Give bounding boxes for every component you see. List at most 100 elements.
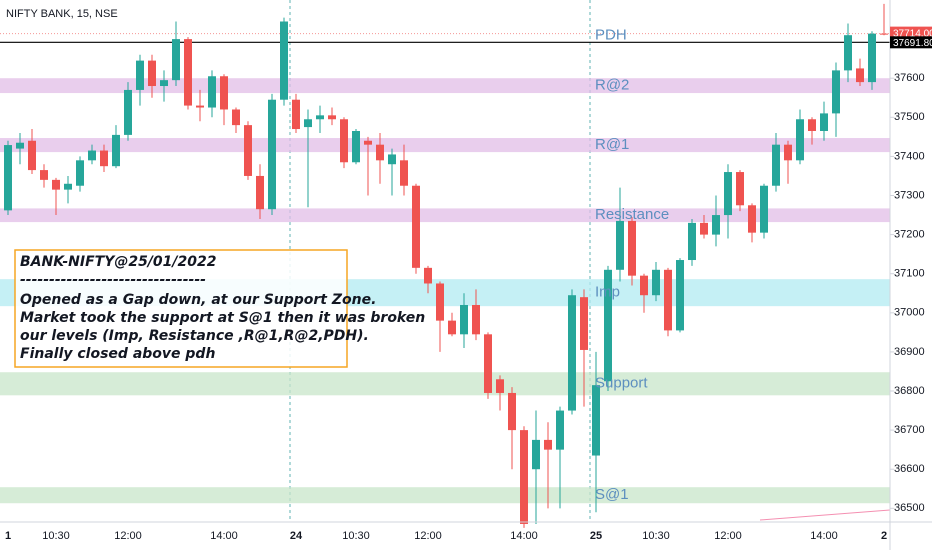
annotation-line: Opened as a Gap down, at our Support Zon…: [20, 292, 376, 308]
candle-body: [148, 60, 156, 87]
candle-body: [724, 172, 732, 216]
candle-body: [412, 185, 420, 268]
y-tick-label: 36700: [894, 424, 925, 436]
annotation-line: our levels (Imp, Resistance ,R@1,R@2,PDH…: [20, 328, 369, 344]
candle-body: [364, 140, 372, 145]
y-tick-label: 37300: [894, 189, 925, 201]
candle-body: [736, 172, 744, 206]
y-tick-label: 36600: [894, 463, 925, 475]
candle-body: [856, 68, 864, 83]
pdh-tag-label: 37691.80: [893, 38, 932, 49]
x-tick-label: 12:00: [414, 530, 442, 542]
candle-body: [496, 379, 504, 393]
candle-body: [52, 179, 60, 190]
zone: [0, 487, 890, 504]
candle-body: [220, 76, 228, 110]
candle-body: [592, 385, 600, 456]
price-axis: [890, 0, 932, 550]
candle-body: [544, 439, 552, 450]
candle-body: [40, 170, 48, 180]
y-tick-label: 37000: [894, 307, 925, 319]
candle-body: [196, 105, 204, 108]
candle-body: [448, 320, 456, 335]
candle-body: [172, 39, 180, 81]
x-tick-label: 2: [881, 530, 887, 542]
x-tick-label: 12:00: [714, 530, 742, 542]
candle-body: [472, 304, 480, 335]
candle-body: [4, 145, 12, 211]
candle-body: [112, 134, 120, 167]
candle-body: [388, 154, 396, 165]
x-tick-label: 12:00: [114, 530, 142, 542]
candle-body: [76, 160, 84, 186]
x-tick-label: 25: [590, 530, 602, 542]
candle-body: [400, 160, 408, 186]
candle-body: [604, 269, 612, 382]
candle-body: [568, 295, 576, 411]
candle-body: [784, 144, 792, 161]
y-tick-label: 36900: [894, 346, 925, 358]
candle-body: [760, 185, 768, 233]
candle-body: [460, 304, 468, 335]
candle-body: [772, 144, 780, 186]
candle-body: [232, 109, 240, 126]
candle-body: [424, 267, 432, 284]
candle-body: [184, 39, 192, 106]
candle-body: [280, 21, 288, 100]
x-tick-label: 14:00: [810, 530, 838, 542]
candle-body: [688, 222, 696, 261]
candle-body: [712, 215, 720, 235]
candle-body: [208, 76, 216, 108]
candle-body: [304, 119, 312, 128]
y-tick-label: 37200: [894, 229, 925, 241]
candle-body: [256, 175, 264, 210]
zone-label: S@1: [595, 486, 629, 503]
candle-body: [484, 334, 492, 393]
candle-body: [556, 410, 564, 450]
candle-body: [580, 297, 588, 350]
candle-body: [352, 130, 360, 163]
zone: [0, 372, 890, 396]
zone-label: R@2: [595, 77, 629, 94]
candle-body: [16, 142, 24, 149]
candle-body: [676, 260, 684, 331]
candle-body: [664, 269, 672, 331]
candle-body: [100, 150, 108, 167]
candle-body: [88, 150, 96, 161]
zone: [0, 138, 890, 153]
candle-body: [616, 220, 624, 270]
y-tick-label: 37600: [894, 72, 925, 84]
candle-body: [652, 269, 660, 296]
pdh-tag: [890, 36, 932, 49]
candle-body: [292, 99, 300, 130]
candle-body: [520, 430, 528, 524]
y-tick-label: 37400: [894, 150, 925, 162]
pdh-label: PDH: [595, 26, 627, 43]
annotation-line: --------------------------------: [20, 272, 206, 288]
candle-body: [880, 33, 888, 35]
y-tick-label: 36800: [894, 385, 925, 397]
candle-body: [160, 80, 168, 87]
candle-body: [28, 140, 36, 171]
candle-body: [328, 115, 336, 120]
x-tick-label: 14:00: [210, 530, 238, 542]
candle-body: [700, 222, 708, 235]
candle-body: [532, 439, 540, 470]
zone: [0, 208, 890, 223]
x-tick-label: 10:30: [342, 530, 370, 542]
x-tick-label: 24: [290, 530, 303, 542]
zone: [0, 78, 890, 94]
annotation-line: Market took the support at S@1 then it w…: [20, 310, 425, 326]
candle-body: [628, 220, 636, 276]
annotation-line: Finally closed above pdh: [20, 346, 215, 362]
candle-body: [820, 113, 828, 131]
annotation-line: BANK-NIFTY@25/01/2022: [20, 254, 217, 270]
candle-body: [376, 144, 384, 161]
candle-body: [808, 119, 816, 131]
candle-body: [268, 99, 276, 210]
candle-body: [124, 89, 132, 135]
x-tick-label: 10:30: [42, 530, 70, 542]
x-tick-label: 10:30: [642, 530, 670, 542]
